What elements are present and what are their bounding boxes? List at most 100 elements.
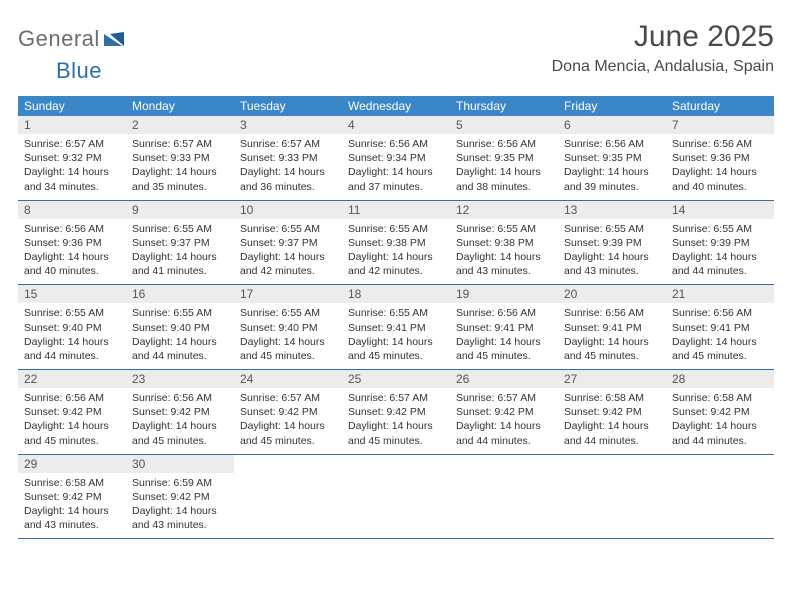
sunset-line: Sunset: 9:35 PM [564,151,660,165]
day-details: Sunrise: 6:55 AMSunset: 9:39 PMDaylight:… [666,219,774,279]
daylight-line: Daylight: 14 hours and 42 minutes. [348,250,444,278]
sunset-line: Sunset: 9:37 PM [132,236,228,250]
day-header-fri: Friday [558,96,666,116]
calendar-cell: 18Sunrise: 6:55 AMSunset: 9:41 PMDayligh… [342,285,450,369]
calendar-cell: 24Sunrise: 6:57 AMSunset: 9:42 PMDayligh… [234,370,342,454]
date-number: 25 [342,370,450,388]
date-number: 18 [342,285,450,303]
sunrise-line: Sunrise: 6:55 AM [348,222,444,236]
day-details: Sunrise: 6:58 AMSunset: 9:42 PMDaylight:… [18,473,126,533]
calendar-cell: 20Sunrise: 6:56 AMSunset: 9:41 PMDayligh… [558,285,666,369]
daylight-line: Daylight: 14 hours and 41 minutes. [132,250,228,278]
daylight-line: Daylight: 14 hours and 45 minutes. [240,335,336,363]
date-number: 7 [666,116,774,134]
day-details: Sunrise: 6:57 AMSunset: 9:42 PMDaylight:… [450,388,558,448]
date-number: 17 [234,285,342,303]
daylight-line: Daylight: 14 hours and 35 minutes. [132,165,228,193]
calendar-week: 22Sunrise: 6:56 AMSunset: 9:42 PMDayligh… [18,370,774,455]
calendar-cell: 16Sunrise: 6:55 AMSunset: 9:40 PMDayligh… [126,285,234,369]
day-details: Sunrise: 6:56 AMSunset: 9:41 PMDaylight:… [558,303,666,363]
calendar-cell: 26Sunrise: 6:57 AMSunset: 9:42 PMDayligh… [450,370,558,454]
sunset-line: Sunset: 9:41 PM [456,321,552,335]
sunrise-line: Sunrise: 6:59 AM [132,476,228,490]
day-details: Sunrise: 6:55 AMSunset: 9:40 PMDaylight:… [234,303,342,363]
date-number: 5 [450,116,558,134]
sunrise-line: Sunrise: 6:56 AM [564,306,660,320]
sunset-line: Sunset: 9:42 PM [348,405,444,419]
sunrise-line: Sunrise: 6:55 AM [240,306,336,320]
day-details: Sunrise: 6:58 AMSunset: 9:42 PMDaylight:… [558,388,666,448]
calendar-cell: 3Sunrise: 6:57 AMSunset: 9:33 PMDaylight… [234,116,342,200]
calendar-body: 1Sunrise: 6:57 AMSunset: 9:32 PMDaylight… [18,116,774,539]
date-number: 16 [126,285,234,303]
sunset-line: Sunset: 9:42 PM [132,490,228,504]
sunset-line: Sunset: 9:42 PM [24,405,120,419]
day-details: Sunrise: 6:58 AMSunset: 9:42 PMDaylight:… [666,388,774,448]
daylight-line: Daylight: 14 hours and 43 minutes. [564,250,660,278]
sunrise-line: Sunrise: 6:56 AM [564,137,660,151]
daylight-line: Daylight: 14 hours and 38 minutes. [456,165,552,193]
daylight-line: Daylight: 14 hours and 34 minutes. [24,165,120,193]
sunrise-line: Sunrise: 6:55 AM [132,222,228,236]
day-header-sun: Sunday [18,96,126,116]
sunrise-line: Sunrise: 6:56 AM [456,306,552,320]
day-details: Sunrise: 6:57 AMSunset: 9:42 PMDaylight:… [342,388,450,448]
calendar-cell: 17Sunrise: 6:55 AMSunset: 9:40 PMDayligh… [234,285,342,369]
daylight-line: Daylight: 14 hours and 44 minutes. [564,419,660,447]
calendar-cell: 2Sunrise: 6:57 AMSunset: 9:33 PMDaylight… [126,116,234,200]
date-number: 4 [342,116,450,134]
day-details: Sunrise: 6:57 AMSunset: 9:32 PMDaylight:… [18,134,126,194]
date-number: 12 [450,201,558,219]
sunset-line: Sunset: 9:40 PM [24,321,120,335]
calendar-week: 8Sunrise: 6:56 AMSunset: 9:36 PMDaylight… [18,201,774,286]
calendar-cell: 27Sunrise: 6:58 AMSunset: 9:42 PMDayligh… [558,370,666,454]
day-details: Sunrise: 6:55 AMSunset: 9:38 PMDaylight:… [342,219,450,279]
logo-text-blue: Blue [56,58,102,84]
day-details: Sunrise: 6:56 AMSunset: 9:36 PMDaylight:… [666,134,774,194]
sunset-line: Sunset: 9:42 PM [456,405,552,419]
calendar-cell: 11Sunrise: 6:55 AMSunset: 9:38 PMDayligh… [342,201,450,285]
date-number: 6 [558,116,666,134]
calendar-cell [342,455,450,539]
calendar-cell: 29Sunrise: 6:58 AMSunset: 9:42 PMDayligh… [18,455,126,539]
calendar-cell: 14Sunrise: 6:55 AMSunset: 9:39 PMDayligh… [666,201,774,285]
calendar-week: 15Sunrise: 6:55 AMSunset: 9:40 PMDayligh… [18,285,774,370]
calendar-cell: 19Sunrise: 6:56 AMSunset: 9:41 PMDayligh… [450,285,558,369]
sunset-line: Sunset: 9:35 PM [456,151,552,165]
sunrise-line: Sunrise: 6:56 AM [348,137,444,151]
sunrise-line: Sunrise: 6:57 AM [456,391,552,405]
daylight-line: Daylight: 14 hours and 45 minutes. [348,419,444,447]
calendar-cell: 13Sunrise: 6:55 AMSunset: 9:39 PMDayligh… [558,201,666,285]
title-block: June 2025 Dona Mencia, Andalusia, Spain [552,20,774,76]
daylight-line: Daylight: 14 hours and 44 minutes. [456,419,552,447]
calendar-cell: 22Sunrise: 6:56 AMSunset: 9:42 PMDayligh… [18,370,126,454]
day-details: Sunrise: 6:56 AMSunset: 9:41 PMDaylight:… [666,303,774,363]
sunset-line: Sunset: 9:40 PM [240,321,336,335]
date-number: 15 [18,285,126,303]
daylight-line: Daylight: 14 hours and 45 minutes. [240,419,336,447]
sunrise-line: Sunrise: 6:58 AM [564,391,660,405]
calendar-cell: 30Sunrise: 6:59 AMSunset: 9:42 PMDayligh… [126,455,234,539]
day-header-wed: Wednesday [342,96,450,116]
day-details: Sunrise: 6:56 AMSunset: 9:42 PMDaylight:… [126,388,234,448]
date-number: 14 [666,201,774,219]
day-details: Sunrise: 6:55 AMSunset: 9:37 PMDaylight:… [126,219,234,279]
sunset-line: Sunset: 9:41 PM [348,321,444,335]
sunset-line: Sunset: 9:41 PM [564,321,660,335]
logo: General [18,26,128,52]
sunset-line: Sunset: 9:42 PM [132,405,228,419]
logo-mark-icon [104,28,126,51]
day-details: Sunrise: 6:57 AMSunset: 9:33 PMDaylight:… [126,134,234,194]
date-number: 9 [126,201,234,219]
date-number: 21 [666,285,774,303]
sunrise-line: Sunrise: 6:55 AM [240,222,336,236]
calendar-week: 1Sunrise: 6:57 AMSunset: 9:32 PMDaylight… [18,116,774,201]
sunrise-line: Sunrise: 6:58 AM [672,391,768,405]
calendar: Sunday Monday Tuesday Wednesday Thursday… [18,96,774,539]
daylight-line: Daylight: 14 hours and 40 minutes. [672,165,768,193]
calendar-cell: 6Sunrise: 6:56 AMSunset: 9:35 PMDaylight… [558,116,666,200]
sunset-line: Sunset: 9:33 PM [240,151,336,165]
date-number: 11 [342,201,450,219]
page-title: June 2025 [552,20,774,54]
calendar-cell: 28Sunrise: 6:58 AMSunset: 9:42 PMDayligh… [666,370,774,454]
